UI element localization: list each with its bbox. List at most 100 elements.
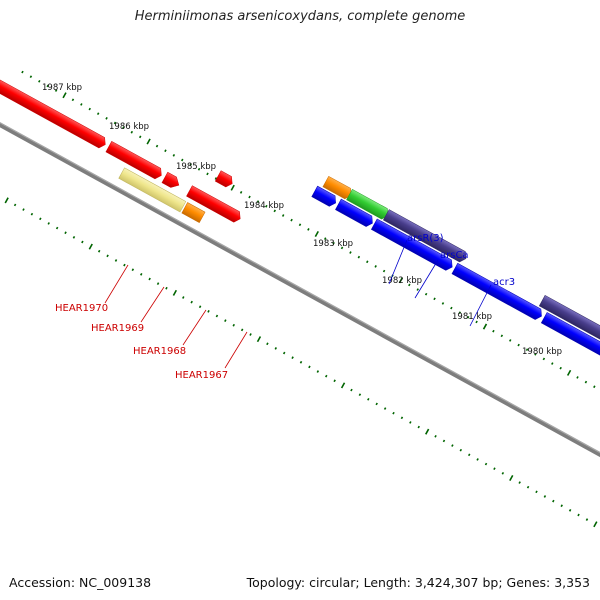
outer-tick-11 bbox=[113, 121, 117, 125]
outer-tick-39 bbox=[349, 251, 352, 254]
inner-tick-32 bbox=[232, 323, 235, 327]
inner-tick-75 bbox=[593, 521, 598, 528]
inner-tick-39 bbox=[291, 356, 294, 359]
outer-tick-47 bbox=[416, 288, 419, 291]
inner-tick-31 bbox=[224, 319, 227, 322]
outer-tick-41 bbox=[366, 260, 369, 264]
outer-tick-66 bbox=[576, 376, 579, 379]
inner-tick-38 bbox=[282, 351, 286, 355]
inner-tick-36 bbox=[266, 342, 269, 346]
inner-tick-34 bbox=[249, 333, 252, 336]
outer-tick-9 bbox=[96, 112, 100, 116]
outer-tick-36 bbox=[323, 237, 327, 240]
tick-label-1987: 1987 kbp bbox=[42, 83, 82, 93]
genome-backbone bbox=[0, 122, 600, 458]
label-acr3[interactable]: acr3 bbox=[493, 277, 515, 288]
outer-tick-43 bbox=[382, 269, 386, 273]
inner-tick-43 bbox=[325, 374, 328, 378]
outer-tick-29 bbox=[265, 204, 268, 208]
inner-tick-40 bbox=[299, 360, 303, 364]
label-arsR3[interactable]: arsR(3) bbox=[407, 233, 444, 244]
gene-blue-3[interactable] bbox=[370, 218, 455, 272]
tick-marks-inner bbox=[4, 197, 598, 528]
inner-tick-7 bbox=[22, 208, 25, 211]
inner-tick-60 bbox=[467, 453, 471, 457]
label-hear1967[interactable]: HEAR1967 bbox=[175, 370, 228, 381]
gene-red-small[interactable] bbox=[214, 170, 235, 189]
inner-tick-56 bbox=[434, 434, 437, 438]
gene-far-right-slate[interactable] bbox=[538, 294, 600, 346]
inner-tick-18 bbox=[114, 259, 118, 262]
gene-hear1967-track[interactable] bbox=[186, 185, 243, 224]
inner-tick-41 bbox=[308, 365, 311, 369]
gene-hear1970-track[interactable] bbox=[0, 75, 108, 150]
outer-tick-12 bbox=[122, 126, 125, 129]
outer-tick-34 bbox=[307, 228, 310, 231]
outer-tick-7 bbox=[80, 103, 83, 106]
outer-tick-45 bbox=[398, 277, 404, 284]
inner-tick-16 bbox=[97, 249, 101, 253]
tick-label-1985: 1985 kbp bbox=[176, 162, 216, 172]
outer-tick-2 bbox=[38, 79, 41, 83]
label-hear1970[interactable]: HEAR1970 bbox=[55, 303, 108, 314]
outer-tick-37 bbox=[332, 241, 335, 245]
outer-tick-67 bbox=[584, 380, 588, 384]
outer-tick-13 bbox=[130, 130, 134, 134]
outer-tick-65 bbox=[566, 369, 572, 376]
outer-tick-18 bbox=[172, 154, 176, 157]
inner-tick-17 bbox=[106, 254, 109, 258]
outer-tick-61 bbox=[534, 352, 537, 356]
outer-tick-15 bbox=[146, 138, 151, 145]
inner-tick-14 bbox=[81, 240, 84, 244]
inner-tick-24 bbox=[165, 286, 168, 290]
label-hear1968[interactable]: HEAR1968 bbox=[133, 346, 186, 357]
outer-tick-48 bbox=[424, 292, 428, 296]
inner-tick-48 bbox=[367, 397, 370, 401]
outer-tick-17 bbox=[164, 149, 167, 153]
inner-tick-50 bbox=[383, 407, 387, 410]
inner-tick-49 bbox=[375, 402, 378, 406]
inner-tick-55 bbox=[425, 428, 430, 435]
outer-tick-59 bbox=[517, 343, 520, 347]
tick-label-1983: 1983 kbp bbox=[313, 239, 353, 249]
gene-hear1969-upper[interactable] bbox=[105, 140, 164, 180]
accession-text: Accession: NC_009138 bbox=[9, 575, 152, 590]
outer-tick-26 bbox=[239, 191, 243, 194]
gene-hear1970[interactable] bbox=[118, 167, 187, 213]
outer-tick-16 bbox=[155, 144, 159, 148]
inner-tick-47 bbox=[358, 393, 362, 397]
inner-tick-13 bbox=[72, 235, 76, 239]
outer-tick-50 bbox=[441, 302, 445, 305]
inner-tick-22 bbox=[148, 277, 151, 281]
reverse-strand-track bbox=[118, 167, 600, 358]
gene-blue-1[interactable] bbox=[311, 185, 339, 208]
gene-hear1969[interactable] bbox=[181, 202, 206, 223]
outer-tick-27 bbox=[248, 195, 251, 199]
inner-tick-35 bbox=[256, 336, 262, 343]
outer-tick-51 bbox=[450, 306, 453, 310]
gene-blue-2[interactable] bbox=[335, 198, 375, 228]
gene-hear1968-upper[interactable] bbox=[161, 171, 182, 190]
inner-tick-44 bbox=[333, 379, 336, 383]
inner-tick-64 bbox=[501, 471, 505, 475]
gene-blue-5[interactable] bbox=[540, 312, 600, 358]
gene-blue-4[interactable] bbox=[451, 262, 545, 321]
inner-tick-72 bbox=[568, 508, 572, 512]
inner-tick-68 bbox=[535, 490, 538, 494]
inner-tick-59 bbox=[459, 448, 463, 452]
outer-tick-23 bbox=[214, 177, 218, 180]
inner-tick-27 bbox=[190, 300, 193, 304]
outer-tick-52 bbox=[458, 311, 462, 315]
outer-tick-20 bbox=[189, 163, 192, 166]
inner-tick-57 bbox=[442, 439, 446, 443]
outer-tick-30 bbox=[273, 209, 276, 213]
outer-tick-46 bbox=[408, 283, 411, 287]
gene-acr3[interactable] bbox=[382, 209, 469, 264]
outer-tick-22 bbox=[206, 172, 209, 176]
label-arsCa[interactable]: arsCa bbox=[440, 250, 469, 261]
inner-tick-33 bbox=[240, 328, 244, 332]
inner-tick-46 bbox=[350, 388, 353, 392]
topology-text: Topology: circular; Length: 3,424,307 bp… bbox=[246, 575, 590, 590]
label-hear1969[interactable]: HEAR1969 bbox=[91, 323, 144, 334]
